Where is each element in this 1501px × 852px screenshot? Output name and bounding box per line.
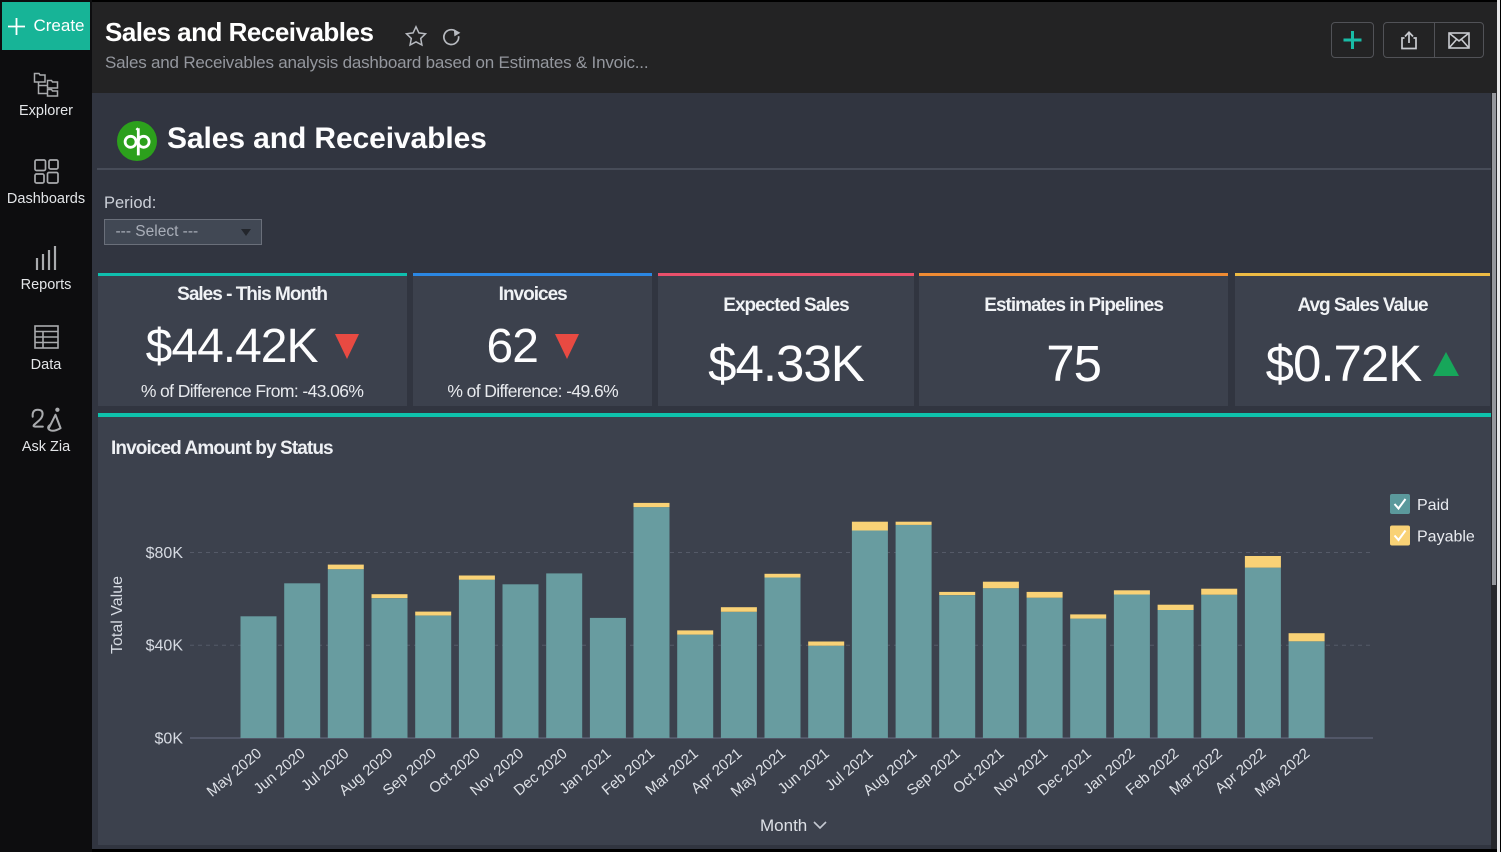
svg-text:Total Value: Total Value [109, 576, 126, 654]
svg-text:Invoiced Amount by Status: Invoiced Amount by Status [111, 438, 333, 459]
svg-text:$80K: $80K [145, 545, 183, 562]
svg-text:$40K: $40K [145, 638, 183, 655]
svg-text:$0K: $0K [154, 731, 183, 748]
svg-text:Payable: Payable [1417, 529, 1475, 546]
svg-text:Paid: Paid [1417, 497, 1449, 514]
svg-text:Month: Month [760, 816, 807, 835]
